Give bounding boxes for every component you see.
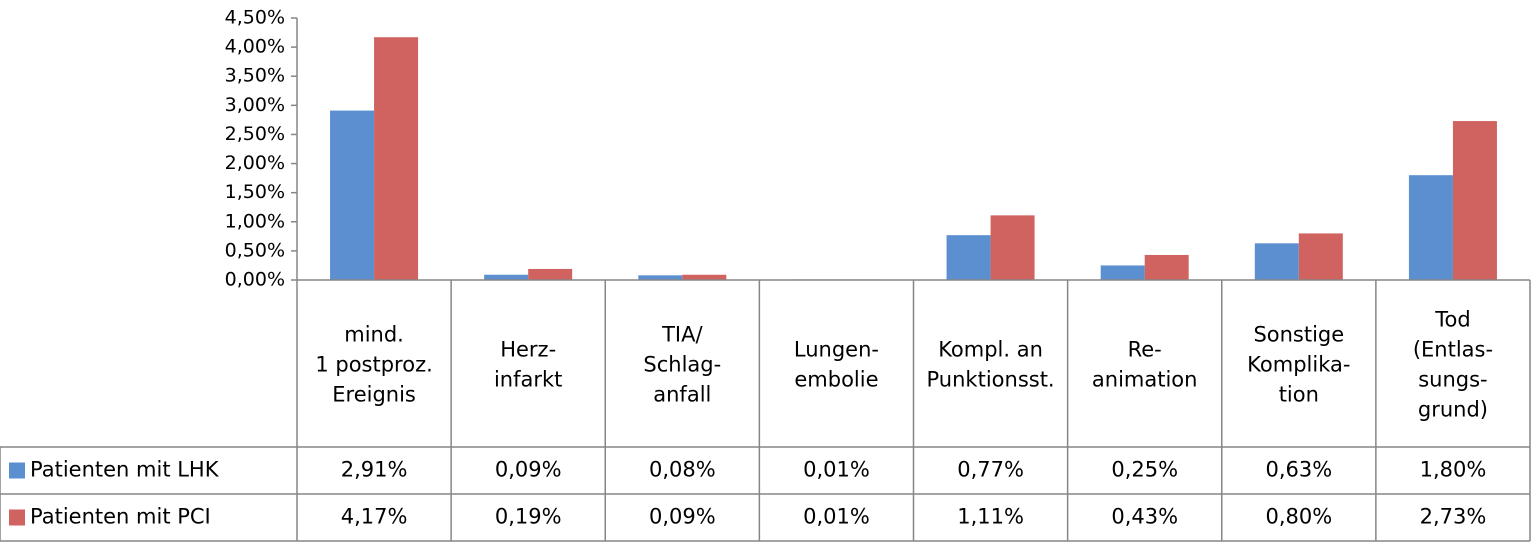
bar [1100,265,1145,280]
bar [528,268,573,280]
y-tick-label: 4,00% [225,36,285,58]
x-tick-label: Tod (Entlas-sungs-grund) [1413,308,1493,422]
data-label: 0,09% [495,458,562,482]
y-tick-label: 1,50% [225,181,285,203]
y-tick-label: 1,00% [225,210,285,232]
x-tick-label: TIA/Schlag-anfall [643,323,721,407]
y-tick-label: 4,50% [225,7,285,29]
data-label: 0,01% [803,505,870,529]
y-tick-label: 2,50% [225,123,285,145]
data-label: 4,17% [341,505,408,529]
bar [1408,175,1453,280]
y-tick-label: 0,50% [225,239,285,261]
y-tick-label: 2,00% [225,152,285,174]
data-label: 0,19% [495,505,562,529]
data-label: 0,08% [649,458,716,482]
data-label: 0,63% [1265,458,1332,482]
bar [1254,243,1299,280]
data-label: 0,01% [803,458,870,482]
data-label: 2,91% [341,458,408,482]
bar [1298,233,1343,280]
bar [374,37,419,280]
x-tick-label: mind. 1 postproz. Ereignis [315,323,432,407]
data-label: 0,25% [1111,458,1178,482]
bar [1144,254,1189,280]
data-label: 0,09% [649,505,716,529]
y-tick-label: 0,00% [225,269,285,291]
data-label: 0,77% [957,458,1024,482]
bar [1452,121,1497,280]
x-tick-label: Kompl. an Punktionsst. [927,338,1055,392]
legend-label: Patienten mit LHK [30,458,220,482]
x-tick-label: Herz-infarkt [494,338,562,392]
x-tick-label: Sonstige Komplika-tion [1247,323,1350,407]
y-tick-label: 3,00% [225,94,285,116]
x-tick-label: Lungen-embolie [794,338,879,392]
bar [990,215,1035,280]
legend-key [9,462,25,479]
data-label: 1,11% [957,505,1024,529]
bar [682,274,727,280]
data-label: 1,80% [1420,458,1487,482]
y-tick-label: 3,50% [225,65,285,87]
data-label: 2,73% [1420,505,1487,529]
legend-label: Patienten mit PCI [30,505,211,529]
bar [484,274,529,280]
x-tick-label: Re-animation [1092,338,1198,392]
legend-key [9,509,25,526]
bar [330,110,375,280]
data-label: 0,80% [1265,505,1332,529]
bar [946,235,991,280]
bar [638,275,683,280]
data-label: 0,43% [1111,505,1178,529]
